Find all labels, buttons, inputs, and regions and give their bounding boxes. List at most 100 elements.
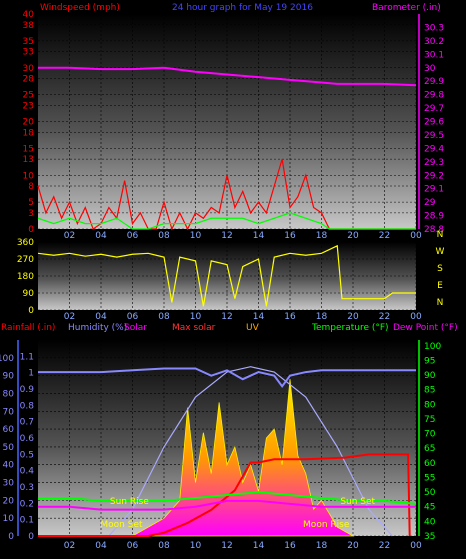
x-tick-label: 10 [190,231,202,241]
y-tick-label-humidity: 80 [3,389,15,399]
y-tick-label-barometer: 28.8 [424,225,444,235]
y-tick-label-rainfall: 1.1 [20,352,34,362]
y-tick-label-humidity: 30 [3,479,15,489]
y-tick-label-windspeed: 30 [23,64,35,74]
y-tick-label-barometer: 30.1 [424,50,444,60]
compass-label: S [437,264,443,274]
x-tick-label: 06 [127,231,139,241]
x-tick-label: 14 [253,231,265,241]
y-tick-label-windspeed: 33 [23,48,34,58]
y-tick-label-temperature: 95 [424,356,435,366]
y-tick-label-temperature: 85 [424,386,435,396]
annotation-sun-rise: Sun Rise [110,497,149,507]
y-tick-label-barometer: 30.2 [424,37,444,47]
solar-area [130,379,355,537]
y-tick-label-temperature: 80 [424,400,436,410]
x-tick-label: 16 [284,312,296,322]
y-tick-label-barometer: 29.1 [424,185,444,195]
x-tick-label: 12 [221,231,232,241]
x-tick-label: 00 [410,231,422,241]
x-tick-label: 06 [127,312,139,322]
legend-humidity: Humidity (%) [68,323,127,333]
y-tick-label-humidity: 70 [3,407,15,417]
chart-title: 24 hour graph for May 19 2016 [172,3,313,13]
y-tick-label-rainfall: 0.3 [20,483,34,493]
y-tick-label-windspeed: 35 [23,37,34,47]
x-tick-label: 20 [347,541,359,551]
wind-average-line [37,212,416,230]
annotation-moon-set: Moon Set [100,520,143,530]
y-tick-label-direction: 270 [17,255,34,265]
y-tick-label-windspeed: 25 [23,91,34,101]
y-tick-label-windspeed: 5 [28,198,34,208]
x-tick-label: 20 [347,231,359,241]
y-tick-label-rainfall: 0.1 [20,516,34,526]
y-tick-label-windspeed: 13 [23,155,34,165]
y-tick-label-direction: 0 [28,306,34,316]
x-tick-label: 18 [316,231,328,241]
y-tick-label-humidity: 40 [3,461,15,471]
y-tick-label-direction: 180 [17,272,34,282]
x-tick-label: 10 [190,541,202,551]
y-tick-label-humidity: 10 [3,514,15,524]
y-tick-label-windspeed: 0 [28,225,34,235]
y-tick-label-rainfall: 0.2 [20,499,34,509]
x-tick-label: 14 [253,312,265,322]
y-tick-label-windspeed: 3 [28,209,34,219]
y-tick-label-barometer: 30.3 [424,23,444,33]
y-tick-label-windspeed: 20 [23,118,35,128]
dew-point-line [38,499,416,511]
y-tick-label-barometer: 29.8 [424,91,444,101]
legend-dew-point: Dew Point (°F) [393,323,458,333]
y-tick-label-temperature: 75 [424,415,435,425]
y-tick-label-rainfall: 0.7 [20,418,34,428]
y-tick-label-humidity: 60 [3,425,15,435]
y-tick-label-rainfall: 0.5 [20,450,34,460]
x-tick-label: 10 [190,312,202,322]
y-tick-label-windspeed: 38 [23,21,35,31]
windspeed-line [37,158,416,231]
legend-rainfall: Rainfall (.in) [1,323,55,333]
y-tick-label-humidity: 100 [0,354,14,364]
y-tick-label-barometer: 29.4 [424,144,444,154]
x-tick-label: 18 [316,541,328,551]
y-tick-label-barometer: 30 [424,64,436,74]
y-tick-label-temperature: 35 [424,532,435,542]
y-tick-label-temperature: 55 [424,473,435,483]
y-tick-label-rainfall: 0 [28,532,34,542]
legend-temperature: Temperature (°F) [311,323,389,333]
y-tick-label-direction: 360 [17,238,34,248]
y-tick-label-temperature: 100 [424,342,441,352]
x-tick-label: 14 [253,541,265,551]
x-tick-label: 22 [379,541,390,551]
compass-label: W [436,247,445,257]
y-tick-label-rainfall: 0.4 [20,467,35,477]
y-tick-label-temperature: 45 [424,503,435,513]
y-tick-label-windspeed: 40 [23,10,35,20]
annotation-sun-set: Sun Set [340,497,375,507]
legend-solar: Solar [124,323,147,333]
x-tick-label: 02 [64,312,75,322]
humidity-line [38,367,416,389]
wind-direction-line [37,244,416,307]
y-tick-label-barometer: 29.2 [424,171,444,181]
barometer-line [38,66,417,87]
x-tick-label: 08 [158,231,170,241]
compass-label: E [437,281,443,291]
y-tick-label-humidity: 50 [3,443,15,453]
x-tick-label: 06 [127,541,139,551]
y-tick-label-windspeed: 10 [23,171,35,181]
x-tick-label: 00 [410,312,422,322]
y-tick-label-barometer: 28.9 [424,212,444,222]
x-tick-label: 08 [158,541,170,551]
y-tick-label-temperature: 90 [424,371,436,381]
x-tick-label: 12 [221,541,232,551]
y-tick-label-barometer: 29.5 [424,131,444,141]
legend-max-solar: Max solar [172,323,216,333]
compass-label: N [437,230,444,240]
y-tick-label-rainfall: 0.9 [20,385,35,395]
y-tick-label-barometer: 29 [424,198,436,208]
